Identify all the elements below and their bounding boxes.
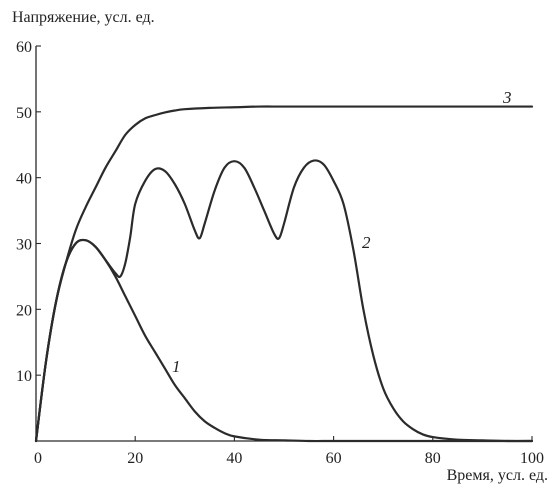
y-tick-label: 20 bbox=[16, 302, 32, 319]
series-3-label: 3 bbox=[502, 88, 512, 107]
x-tick-label: 40 bbox=[226, 450, 242, 467]
x-tick-label: 60 bbox=[326, 450, 342, 467]
y-tick-label: 40 bbox=[16, 171, 32, 188]
y-tick-label: 30 bbox=[16, 237, 32, 254]
y-tick-label: 10 bbox=[16, 368, 32, 385]
series-3-line bbox=[34, 105, 534, 443]
series-1-line bbox=[34, 238, 534, 443]
y-tick-label: 60 bbox=[16, 39, 32, 56]
x-tick-label: 0 bbox=[34, 450, 42, 467]
series-2-line bbox=[34, 159, 534, 443]
axes bbox=[35, 46, 532, 442]
x-tick-label: 80 bbox=[425, 450, 441, 467]
x-axis-title: Время, усл. ед. bbox=[447, 467, 548, 484]
x-tick-label: 100 bbox=[520, 450, 544, 467]
y-axis-title: Напряжение, усл. ед. bbox=[12, 9, 155, 26]
ticks: 0 20 40 60 80 100 10 20 30 40 50 60 bbox=[16, 39, 544, 467]
x-tick-label: 20 bbox=[127, 450, 143, 467]
curve-labels: 1 2 3 bbox=[172, 88, 512, 376]
series-1-label: 1 bbox=[172, 357, 181, 376]
y-tick-label: 50 bbox=[16, 105, 32, 122]
series-2-label: 2 bbox=[362, 233, 371, 252]
curves bbox=[34, 105, 534, 443]
